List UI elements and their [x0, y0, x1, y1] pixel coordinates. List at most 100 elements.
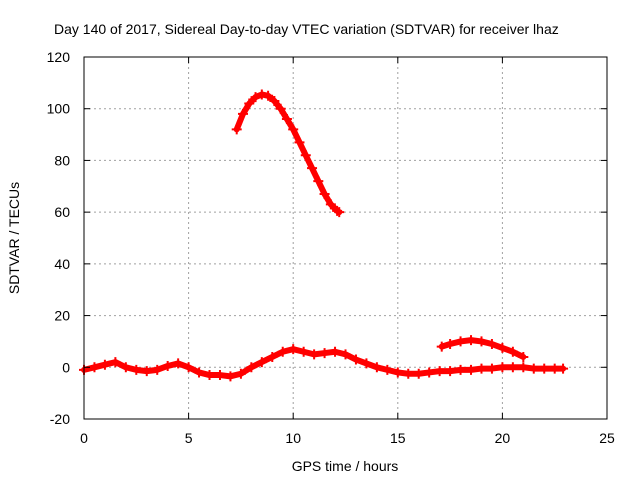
data-point	[319, 348, 330, 359]
data-point	[99, 359, 110, 370]
data-point	[256, 357, 267, 368]
data-point	[309, 349, 320, 360]
series-baseline	[79, 344, 569, 382]
data-point	[225, 371, 236, 382]
data-point	[518, 351, 529, 362]
data-point	[235, 368, 246, 379]
series-arc-high	[231, 89, 345, 218]
data-point	[120, 362, 131, 373]
data-point	[549, 363, 560, 374]
data-point	[246, 362, 257, 373]
data-point	[313, 176, 324, 187]
data-point	[334, 207, 345, 218]
y-axis: -20 0 20 40 60 80 100 120	[47, 49, 607, 427]
data-point	[403, 368, 414, 379]
x-axis-label: GPS time / hours	[292, 458, 399, 474]
data-point	[141, 366, 152, 377]
y-tick-label: 60	[54, 204, 70, 220]
y-tick-label: 20	[54, 308, 70, 324]
data-point	[319, 189, 330, 200]
x-tick-label: 10	[285, 430, 301, 446]
data-point	[455, 364, 466, 375]
x-tick-label: 0	[80, 430, 88, 446]
data-point	[497, 362, 508, 373]
data-point	[371, 362, 382, 373]
data-point	[486, 339, 497, 350]
data-point	[325, 199, 336, 210]
data-point	[424, 367, 435, 378]
data-point	[250, 92, 261, 103]
data-point	[434, 366, 445, 377]
data-point	[256, 89, 267, 100]
data-point	[466, 335, 477, 346]
x-tick-label: 15	[390, 430, 406, 446]
data-point	[340, 349, 351, 360]
y-tick-label: 120	[47, 49, 71, 65]
x-axis: 0 5 10 15 20 25	[80, 57, 615, 446]
data-point	[392, 367, 403, 378]
data-point	[204, 370, 215, 381]
plot-frame	[83, 56, 608, 420]
data-point	[131, 364, 142, 375]
data-point	[307, 163, 318, 174]
data-point	[361, 358, 372, 369]
data-point	[194, 367, 205, 378]
data-point	[436, 341, 447, 352]
x-tick-label: 20	[495, 430, 511, 446]
data-point	[244, 98, 255, 109]
data-point	[237, 108, 248, 119]
x-tick-label: 5	[185, 430, 193, 446]
data-point	[528, 363, 539, 374]
y-tick-label: 100	[47, 101, 71, 117]
data-point	[476, 336, 487, 347]
data-point	[281, 114, 292, 125]
data-point	[267, 351, 278, 362]
chart-title: Day 140 of 2017, Sidereal Day-to-day VTE…	[54, 21, 559, 37]
data-point	[183, 362, 194, 373]
x-tick-label: 25	[599, 430, 615, 446]
data-point	[486, 363, 497, 374]
data-point	[277, 346, 288, 357]
data-point	[445, 366, 456, 377]
y-tick-label: 0	[62, 359, 70, 375]
data-point	[214, 370, 225, 381]
data-point	[476, 363, 487, 374]
data-point	[558, 363, 569, 374]
data-point	[332, 205, 343, 216]
data-point	[162, 360, 173, 371]
data-point	[231, 124, 242, 135]
data-point	[350, 354, 361, 365]
data-point	[445, 339, 456, 350]
data-point	[466, 364, 477, 375]
data-point	[89, 362, 100, 373]
data-point	[507, 346, 518, 357]
data-point	[263, 90, 274, 101]
data-point	[173, 358, 184, 369]
series-trace	[233, 91, 343, 216]
data-point	[382, 364, 393, 375]
data-point	[300, 150, 311, 161]
y-tick-label: 40	[54, 256, 70, 272]
y-tick-label: 80	[54, 152, 70, 168]
data-point	[330, 346, 341, 357]
data-point	[507, 362, 518, 373]
series-arc-low	[436, 335, 529, 362]
data-point	[497, 342, 508, 353]
y-tick-label: -20	[50, 411, 70, 427]
data-point	[288, 124, 299, 135]
data-point	[298, 346, 309, 357]
y-axis-label: SDTVAR / TECUs	[6, 182, 22, 294]
data-point	[294, 137, 305, 148]
data-point	[455, 336, 466, 347]
data-point	[518, 362, 529, 373]
data-point	[539, 363, 550, 374]
data-point	[110, 357, 121, 368]
data-point	[269, 95, 280, 106]
data-point	[288, 344, 299, 355]
data-point	[152, 364, 163, 375]
data-point	[413, 368, 424, 379]
data-point	[275, 103, 286, 114]
data-points	[79, 89, 569, 382]
